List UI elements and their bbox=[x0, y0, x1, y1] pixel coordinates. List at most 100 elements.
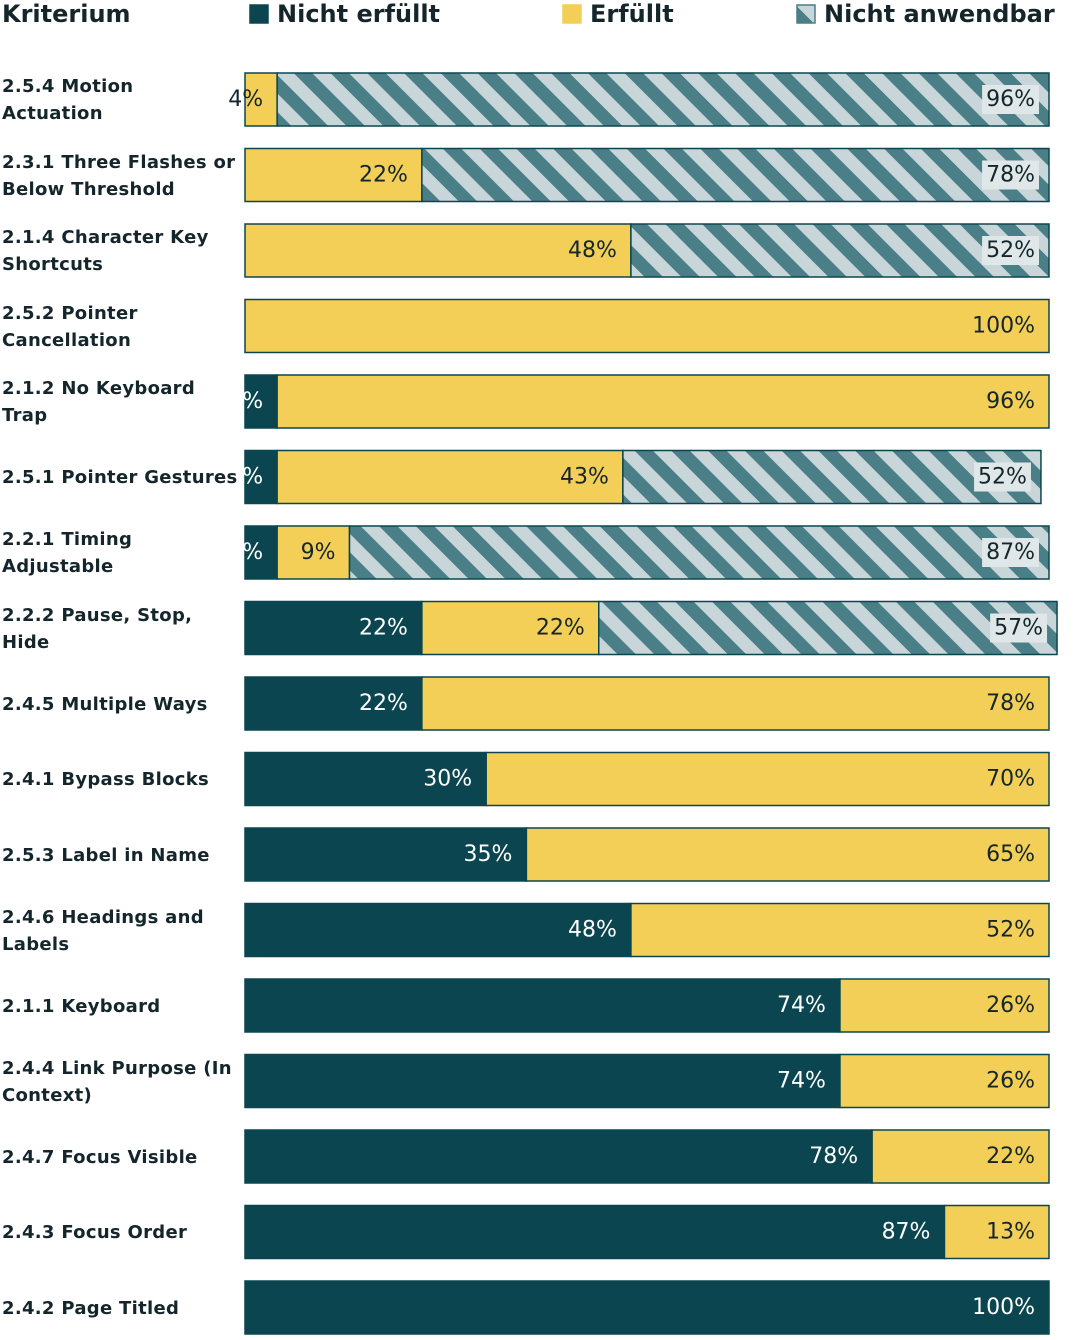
value-label: 26% bbox=[986, 1069, 1035, 1094]
label-background bbox=[982, 236, 1039, 265]
bar-segment bbox=[244, 902, 632, 958]
bar-segment bbox=[421, 676, 1050, 731]
label-background bbox=[982, 160, 1039, 190]
label-background bbox=[990, 613, 1048, 643]
category-label: 2.4.7 Focus Visible bbox=[2, 1146, 198, 1168]
category-label: 2.4.2 Page Titled bbox=[2, 1297, 180, 1319]
bar-segment bbox=[485, 751, 1050, 807]
bar-segment bbox=[244, 676, 423, 731]
value-label: 52% bbox=[978, 465, 1027, 490]
value-label: 22% bbox=[359, 616, 408, 641]
value-label: 43% bbox=[560, 465, 609, 490]
value-label: 22% bbox=[986, 1144, 1035, 1169]
bar-segment bbox=[871, 1129, 1050, 1184]
value-label: 4% bbox=[228, 540, 263, 565]
bar-segment bbox=[525, 827, 1050, 882]
value-label: 96% bbox=[986, 87, 1035, 112]
value-label: 35% bbox=[463, 842, 512, 867]
bar-segment bbox=[630, 223, 1050, 278]
bar-segment bbox=[276, 72, 1050, 127]
value-label: 100% bbox=[972, 1295, 1035, 1320]
value-label: 57% bbox=[994, 616, 1043, 641]
value-label: 74% bbox=[777, 993, 826, 1018]
value-label: 70% bbox=[986, 767, 1035, 792]
legend-swatch bbox=[562, 4, 582, 24]
bar-segment bbox=[839, 1053, 1050, 1109]
category-label: 2.5.1 Pointer Gestures bbox=[2, 467, 238, 488]
category-label: 2.5.2 Pointer Cancellation bbox=[2, 302, 138, 351]
value-label: 78% bbox=[809, 1144, 858, 1169]
bar-segment bbox=[244, 1053, 841, 1109]
label-background bbox=[982, 538, 1039, 567]
category-label: 2.4.3 Focus Order bbox=[2, 1222, 188, 1243]
bar-segment bbox=[598, 600, 1058, 656]
bar-segment bbox=[839, 978, 1050, 1033]
category-label: 2.2.2 Pause, Stop, Hide bbox=[2, 604, 193, 653]
legend-swatch bbox=[249, 4, 269, 24]
value-label: 48% bbox=[568, 238, 617, 263]
value-label: 4% bbox=[228, 87, 263, 112]
value-label: 100% bbox=[972, 314, 1035, 339]
value-label: 4% bbox=[228, 465, 263, 490]
category-label: 2.4.5 Multiple Ways bbox=[2, 693, 208, 715]
bar-segment bbox=[244, 1129, 873, 1184]
category-label: 2.5.4 Motion Actuation bbox=[2, 76, 134, 124]
bar-segment bbox=[244, 223, 632, 278]
legend-label: Erfüllt bbox=[590, 0, 674, 28]
category-label: 2.3.1 Three Flashes or Below Threshold bbox=[2, 151, 236, 200]
category-label: 2.1.1 Keyboard bbox=[2, 995, 161, 1017]
bar-segment bbox=[244, 449, 278, 505]
category-label: 2.1.4 Character Key Shortcuts bbox=[2, 227, 209, 275]
legend-label: Nicht erfüllt bbox=[277, 0, 440, 28]
legend-label: Nicht anwendbar bbox=[824, 0, 1055, 28]
value-label: 30% bbox=[423, 767, 472, 792]
bar-segment bbox=[244, 1204, 946, 1260]
value-label: 74% bbox=[777, 1069, 826, 1094]
value-label: 26% bbox=[986, 993, 1035, 1018]
label-background bbox=[982, 85, 1039, 114]
category-label: 2.5.3 Label in Name bbox=[2, 844, 210, 866]
value-label: 87% bbox=[882, 1220, 931, 1245]
bar-segment bbox=[244, 298, 1050, 354]
value-label: 87% bbox=[986, 540, 1035, 565]
legend-swatch bbox=[796, 4, 816, 24]
value-label: 22% bbox=[359, 691, 408, 716]
bar-segment bbox=[244, 1280, 1050, 1335]
category-label: 2.2.1 Timing Adjustable bbox=[2, 529, 133, 577]
category-label: 2.4.6 Headings and Labels bbox=[2, 906, 204, 955]
bar-segment bbox=[421, 600, 600, 656]
bar-segment bbox=[622, 449, 1042, 505]
bar-segment bbox=[943, 1204, 1050, 1260]
value-label: 78% bbox=[986, 163, 1035, 188]
category-label: 2.4.1 Bypass Blocks bbox=[2, 769, 210, 790]
value-label: 48% bbox=[568, 918, 617, 943]
value-label: 65% bbox=[986, 842, 1035, 867]
value-label: 13% bbox=[986, 1220, 1035, 1245]
value-label: 78% bbox=[986, 691, 1035, 716]
value-label: 9% bbox=[301, 540, 336, 565]
bar-segment bbox=[244, 374, 278, 429]
bar-segment bbox=[244, 978, 841, 1033]
bar-segment bbox=[421, 147, 1050, 203]
category-header: Kriterium bbox=[2, 0, 131, 28]
label-background bbox=[974, 462, 1031, 492]
bar-segment bbox=[244, 525, 278, 580]
category-label: 2.4.4 Link Purpose (In Context) bbox=[2, 1057, 232, 1106]
value-label: 52% bbox=[986, 238, 1035, 263]
bar-segment bbox=[244, 827, 528, 882]
bar-segment bbox=[348, 525, 1050, 580]
bar-segment bbox=[276, 374, 1050, 429]
bar-segment bbox=[276, 449, 624, 505]
bar-segment bbox=[244, 147, 423, 203]
bar-segment bbox=[630, 902, 1050, 958]
value-label: 96% bbox=[986, 389, 1035, 414]
bar-segment bbox=[276, 525, 351, 580]
value-label: 22% bbox=[536, 616, 585, 641]
bar-segment bbox=[244, 751, 487, 807]
value-label: 52% bbox=[986, 918, 1035, 943]
category-label: 2.1.2 No Keyboard Trap bbox=[2, 378, 196, 426]
value-label: 22% bbox=[359, 163, 408, 188]
value-label: 4% bbox=[228, 389, 263, 414]
